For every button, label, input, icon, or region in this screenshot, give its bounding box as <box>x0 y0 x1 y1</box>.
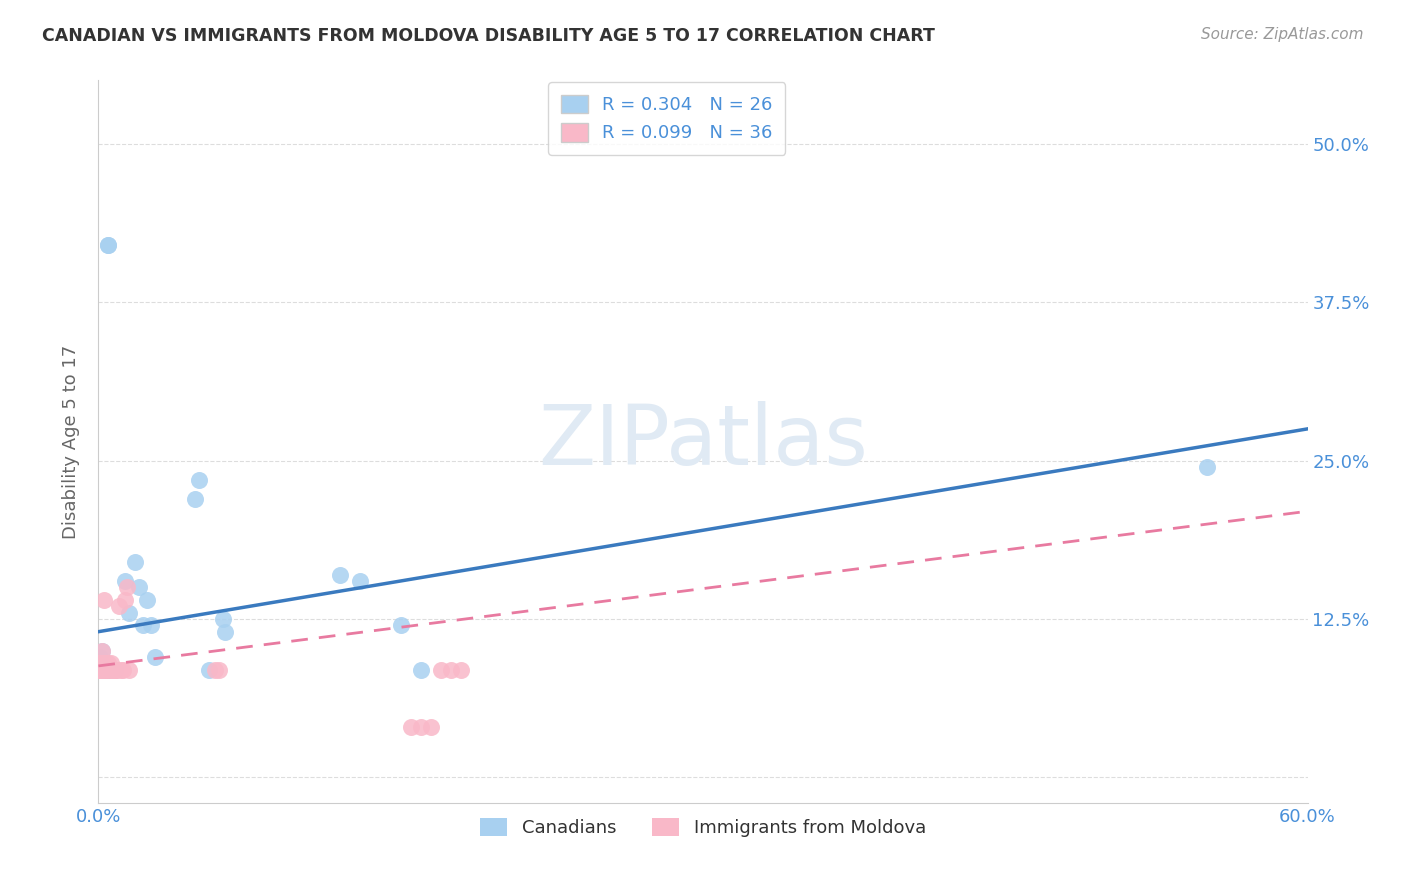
Point <box>110 663 132 677</box>
Text: CANADIAN VS IMMIGRANTS FROM MOLDOVA DISABILITY AGE 5 TO 17 CORRELATION CHART: CANADIAN VS IMMIGRANTS FROM MOLDOVA DISA… <box>42 27 935 45</box>
Point <box>389 618 412 632</box>
Point <box>91 657 114 671</box>
Point <box>93 663 115 677</box>
Point <box>1195 459 1218 474</box>
Point <box>96 663 118 677</box>
Point <box>135 593 157 607</box>
Y-axis label: Disability Age 5 to 17: Disability Age 5 to 17 <box>62 344 80 539</box>
Point <box>118 606 141 620</box>
Point <box>96 663 118 677</box>
Point <box>93 663 115 677</box>
Point <box>128 580 150 594</box>
Point <box>124 555 146 569</box>
Point <box>198 663 221 677</box>
Point <box>105 663 128 677</box>
Point <box>118 663 141 677</box>
Point <box>93 593 115 607</box>
Point <box>204 663 226 677</box>
Point <box>97 657 120 671</box>
Point <box>139 618 162 632</box>
Text: ZIPatlas: ZIPatlas <box>538 401 868 482</box>
Point <box>107 599 129 614</box>
Point <box>89 663 111 677</box>
Point <box>87 657 110 671</box>
Point <box>399 720 422 734</box>
Point <box>184 491 207 506</box>
Point <box>111 663 134 677</box>
Point <box>91 643 114 657</box>
Point <box>93 657 115 671</box>
Point <box>115 580 138 594</box>
Point <box>409 663 432 677</box>
Point <box>91 643 114 657</box>
Point <box>89 657 111 671</box>
Point <box>97 238 120 252</box>
Point <box>440 663 463 677</box>
Point <box>132 618 155 632</box>
Point <box>101 663 124 677</box>
Point <box>101 663 124 677</box>
Point <box>87 663 110 677</box>
Point <box>349 574 371 588</box>
Point <box>430 663 453 677</box>
Point <box>212 612 235 626</box>
Point <box>89 650 111 665</box>
Point <box>329 567 352 582</box>
Point <box>420 720 443 734</box>
Point <box>100 663 122 677</box>
Point <box>214 624 236 639</box>
Point <box>409 720 432 734</box>
Point <box>91 663 114 677</box>
Point <box>114 574 136 588</box>
Point <box>100 657 122 671</box>
Point <box>101 663 124 677</box>
Legend: Canadians, Immigrants from Moldova: Canadians, Immigrants from Moldova <box>472 811 934 845</box>
Point <box>208 663 231 677</box>
Point <box>450 663 472 677</box>
Text: Source: ZipAtlas.com: Source: ZipAtlas.com <box>1201 27 1364 42</box>
Point <box>89 663 111 677</box>
Point <box>97 238 120 252</box>
Point <box>96 657 118 671</box>
Point <box>103 663 125 677</box>
Point <box>188 473 211 487</box>
Point <box>97 663 120 677</box>
Point <box>114 593 136 607</box>
Point <box>100 663 122 677</box>
Point <box>103 663 125 677</box>
Point <box>143 650 166 665</box>
